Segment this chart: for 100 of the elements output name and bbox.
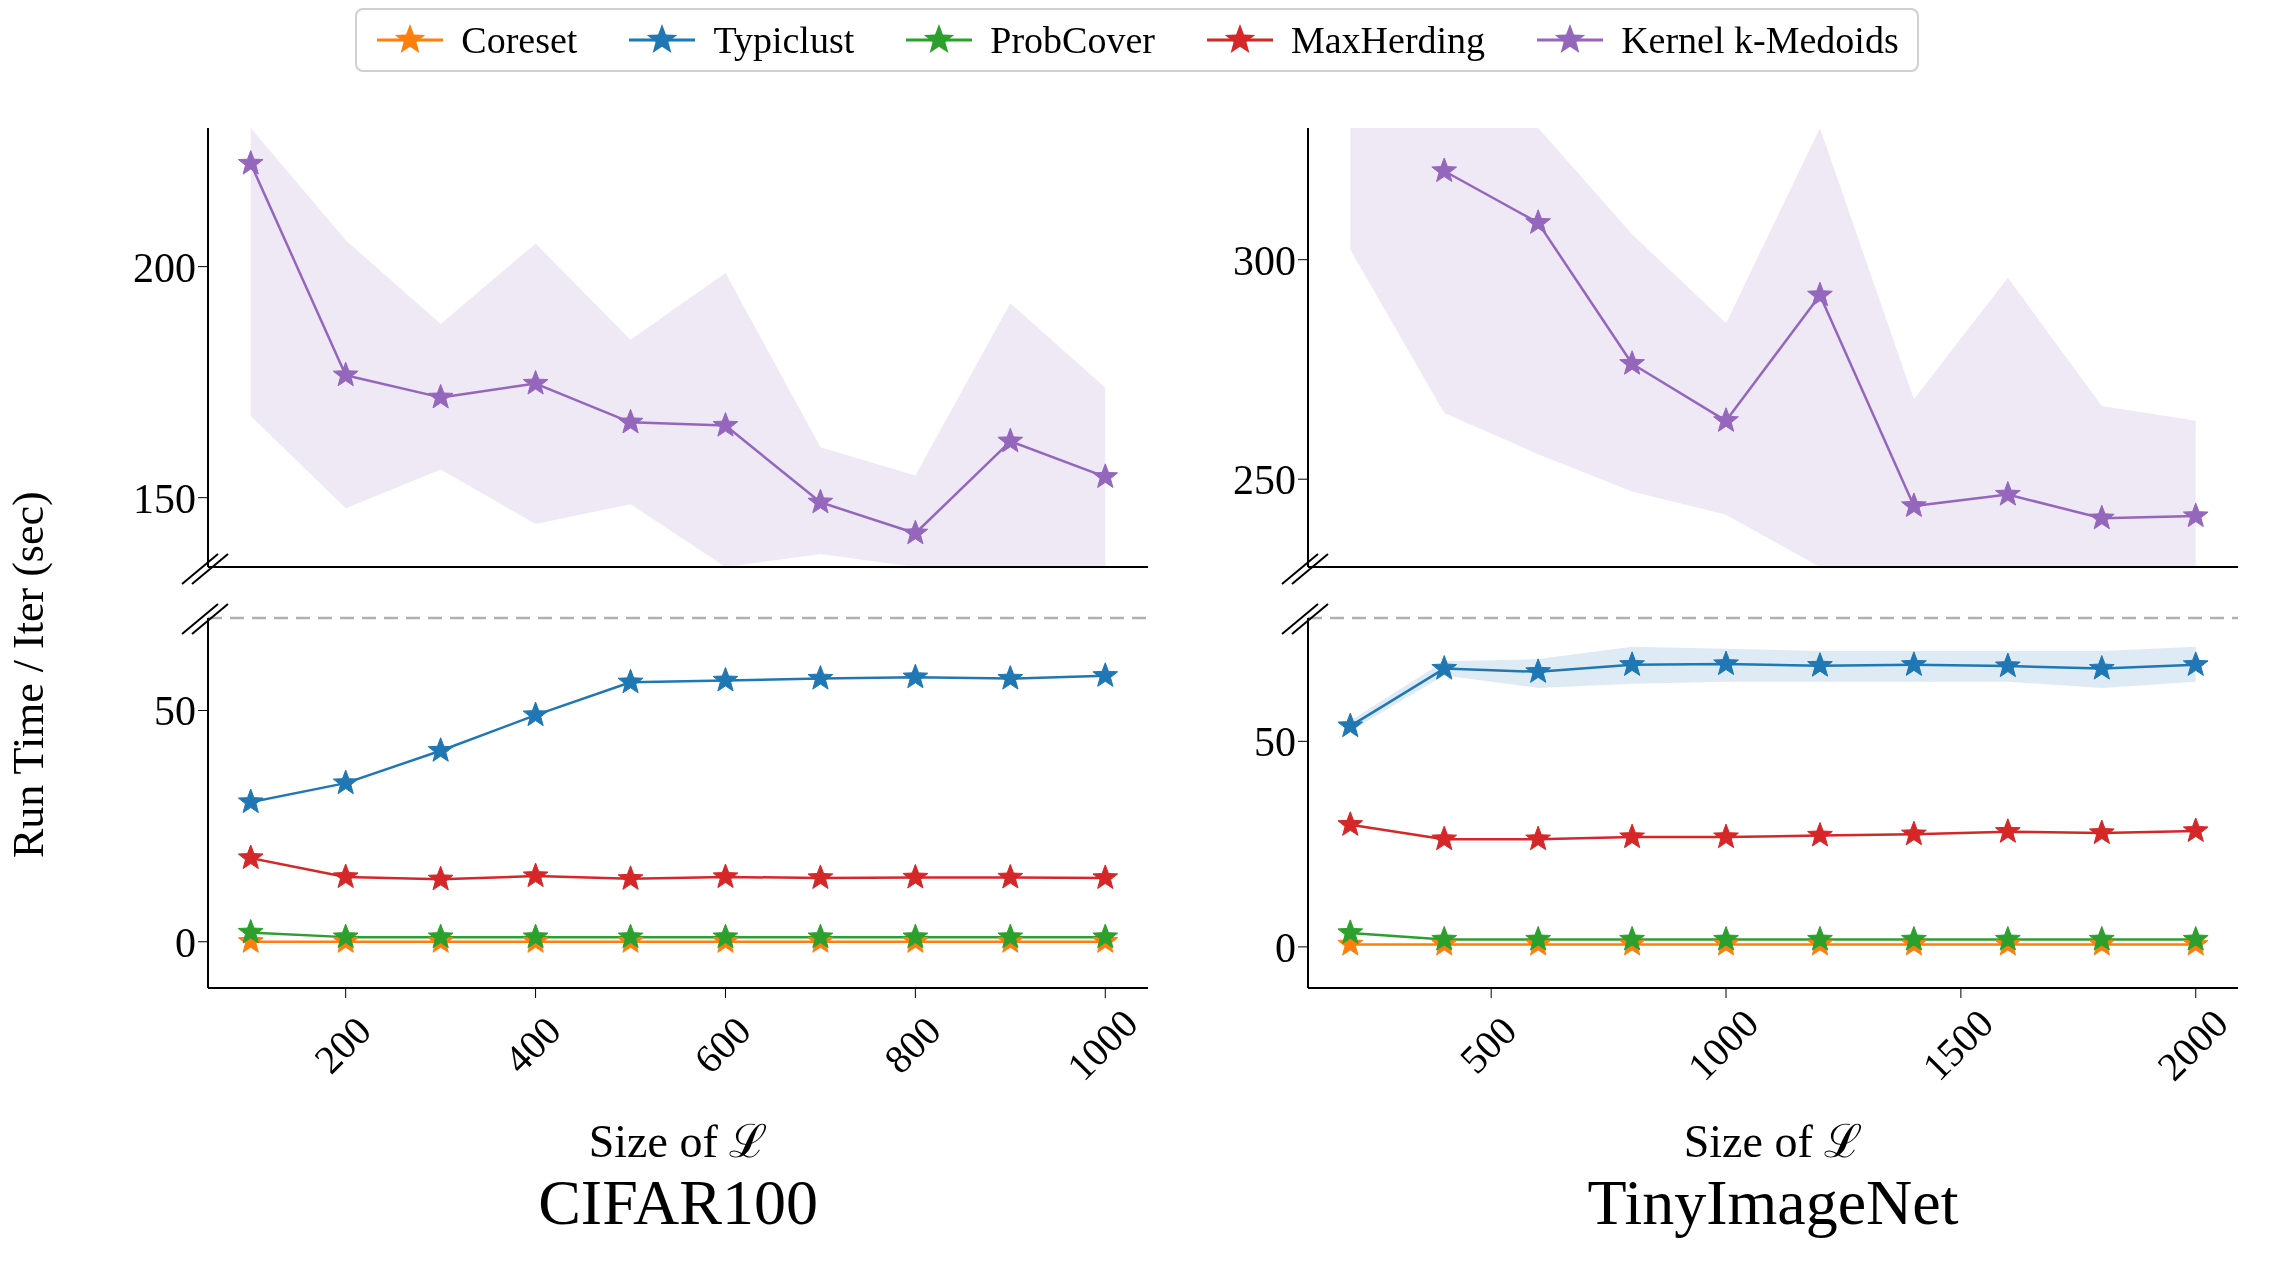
point bbox=[1619, 651, 1645, 676]
point bbox=[712, 863, 739, 889]
point bbox=[1713, 407, 1739, 432]
point bbox=[1901, 492, 1927, 517]
point bbox=[997, 923, 1024, 949]
point bbox=[332, 923, 359, 949]
point bbox=[997, 665, 1024, 690]
point bbox=[1619, 823, 1645, 849]
point bbox=[807, 864, 834, 889]
point bbox=[522, 370, 549, 395]
point bbox=[1431, 825, 1458, 851]
point bbox=[1431, 157, 1458, 183]
point bbox=[807, 488, 834, 514]
point bbox=[1619, 925, 1645, 951]
point bbox=[1092, 864, 1119, 889]
x-tick-label: 1500 bbox=[1913, 1000, 2003, 1090]
y-tick-label: 200 bbox=[133, 244, 196, 291]
point bbox=[1431, 655, 1458, 680]
point bbox=[1807, 652, 1833, 677]
point bbox=[617, 668, 644, 694]
legend-label: Typiclust bbox=[713, 18, 855, 62]
point bbox=[712, 666, 739, 692]
point bbox=[1337, 811, 1364, 836]
point bbox=[1807, 925, 1833, 951]
point bbox=[902, 863, 929, 889]
point bbox=[617, 408, 644, 434]
point bbox=[237, 919, 264, 944]
y-tick-label: 0 bbox=[175, 919, 196, 966]
point bbox=[1713, 925, 1739, 951]
point bbox=[997, 427, 1024, 453]
point bbox=[2088, 504, 2115, 530]
point bbox=[1807, 281, 1833, 307]
point bbox=[522, 862, 549, 888]
point bbox=[712, 412, 739, 437]
point bbox=[997, 863, 1024, 889]
legend-label: Kernel k-Medoids bbox=[1621, 18, 1899, 62]
point bbox=[1807, 821, 1833, 847]
x-tick-label: 200 bbox=[305, 1007, 380, 1083]
y-tick-label: 50 bbox=[154, 688, 196, 735]
point bbox=[237, 150, 264, 175]
legend-label: ProbCover bbox=[990, 18, 1155, 62]
point bbox=[1994, 925, 2021, 951]
point bbox=[1994, 818, 2021, 843]
text: CIFAR100 bbox=[537, 1166, 819, 1240]
point bbox=[2088, 655, 2115, 680]
point bbox=[2182, 502, 2209, 528]
point bbox=[1713, 650, 1739, 676]
point bbox=[617, 865, 644, 890]
point bbox=[1525, 925, 1552, 951]
point bbox=[807, 665, 834, 690]
point bbox=[332, 863, 359, 889]
point bbox=[1525, 209, 1552, 234]
point bbox=[2182, 817, 2209, 842]
point bbox=[2182, 925, 2209, 951]
point bbox=[332, 769, 359, 795]
text: TinyImageNet bbox=[1586, 1166, 1960, 1240]
point bbox=[1525, 825, 1552, 851]
y-tick-label: 300 bbox=[1233, 237, 1296, 284]
point bbox=[1619, 350, 1645, 375]
point bbox=[1713, 823, 1739, 849]
point bbox=[1092, 923, 1119, 949]
x-axis-title: Size of ℒ bbox=[587, 1115, 769, 1169]
point bbox=[1901, 820, 1927, 846]
point bbox=[2182, 651, 2209, 676]
point bbox=[1525, 658, 1552, 683]
y-tick-label: 150 bbox=[133, 475, 196, 522]
point bbox=[522, 701, 549, 727]
x-tick-label: 600 bbox=[685, 1007, 760, 1083]
point bbox=[1994, 481, 2021, 506]
point bbox=[1337, 712, 1364, 738]
legend-label: Coreset bbox=[461, 18, 578, 62]
point bbox=[237, 844, 264, 870]
point bbox=[1092, 662, 1119, 687]
point bbox=[2088, 819, 2115, 845]
point bbox=[1431, 925, 1458, 951]
x-tick-label: 500 bbox=[1451, 1007, 1526, 1083]
x-axis-title: Size of ℒ bbox=[1682, 1115, 1864, 1169]
point bbox=[427, 383, 454, 409]
y-tick-label: 0 bbox=[1275, 924, 1296, 971]
point bbox=[902, 923, 929, 949]
y-tick-label: 250 bbox=[1233, 457, 1296, 504]
point bbox=[1901, 925, 1927, 951]
x-tick-label: 400 bbox=[495, 1007, 570, 1083]
point bbox=[807, 923, 834, 949]
point bbox=[427, 865, 454, 891]
point bbox=[902, 519, 929, 545]
y-axis-title: Run Time / Iter (sec) bbox=[3, 491, 53, 858]
point bbox=[902, 663, 929, 689]
point bbox=[1994, 652, 2021, 678]
x-tick-label: 1000 bbox=[1058, 1000, 1147, 1090]
point bbox=[332, 361, 359, 387]
point bbox=[1901, 651, 1927, 676]
y-tick-label: 50 bbox=[1254, 719, 1296, 766]
point bbox=[1092, 463, 1119, 488]
point bbox=[237, 788, 264, 814]
point bbox=[2088, 925, 2115, 951]
point bbox=[427, 923, 454, 949]
point bbox=[1337, 919, 1364, 944]
x-tick-label: 800 bbox=[875, 1007, 950, 1083]
point bbox=[617, 923, 644, 949]
